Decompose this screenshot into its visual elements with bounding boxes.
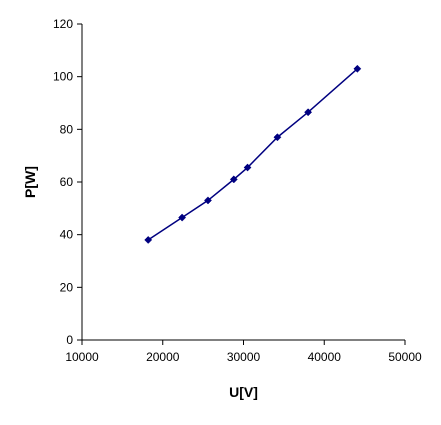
data-point	[178, 213, 187, 222]
data-point	[243, 163, 252, 172]
data-point	[353, 64, 362, 73]
x-tick-label: 40000	[308, 350, 342, 364]
data-point	[273, 133, 282, 142]
ticks: 0 20 40 60 80 100 120 10000 20000 30000 40000 50000	[53, 17, 422, 364]
x-tick-label: 50000	[388, 350, 422, 364]
data-point	[204, 196, 212, 205]
x-axis-title: U[V]	[229, 384, 258, 400]
y-axis-title: P[W]	[22, 166, 38, 198]
series-layer	[144, 64, 362, 244]
data-point	[229, 175, 238, 184]
x-tick-label: 20000	[146, 350, 180, 364]
data-point	[304, 108, 313, 117]
x-tick-label: 30000	[227, 350, 261, 364]
y-tick-label: 0	[66, 333, 73, 347]
y-tick-label: 80	[60, 122, 74, 136]
y-tick-label: 40	[60, 228, 74, 242]
y-tick-label: 120	[53, 17, 73, 31]
series-line	[147, 68, 358, 241]
y-tick-label: 60	[60, 175, 74, 189]
y-tick-label: 20	[60, 280, 74, 294]
data-point	[144, 235, 153, 244]
y-tick-label: 100	[53, 70, 73, 84]
x-tick-label: 10000	[65, 350, 99, 364]
